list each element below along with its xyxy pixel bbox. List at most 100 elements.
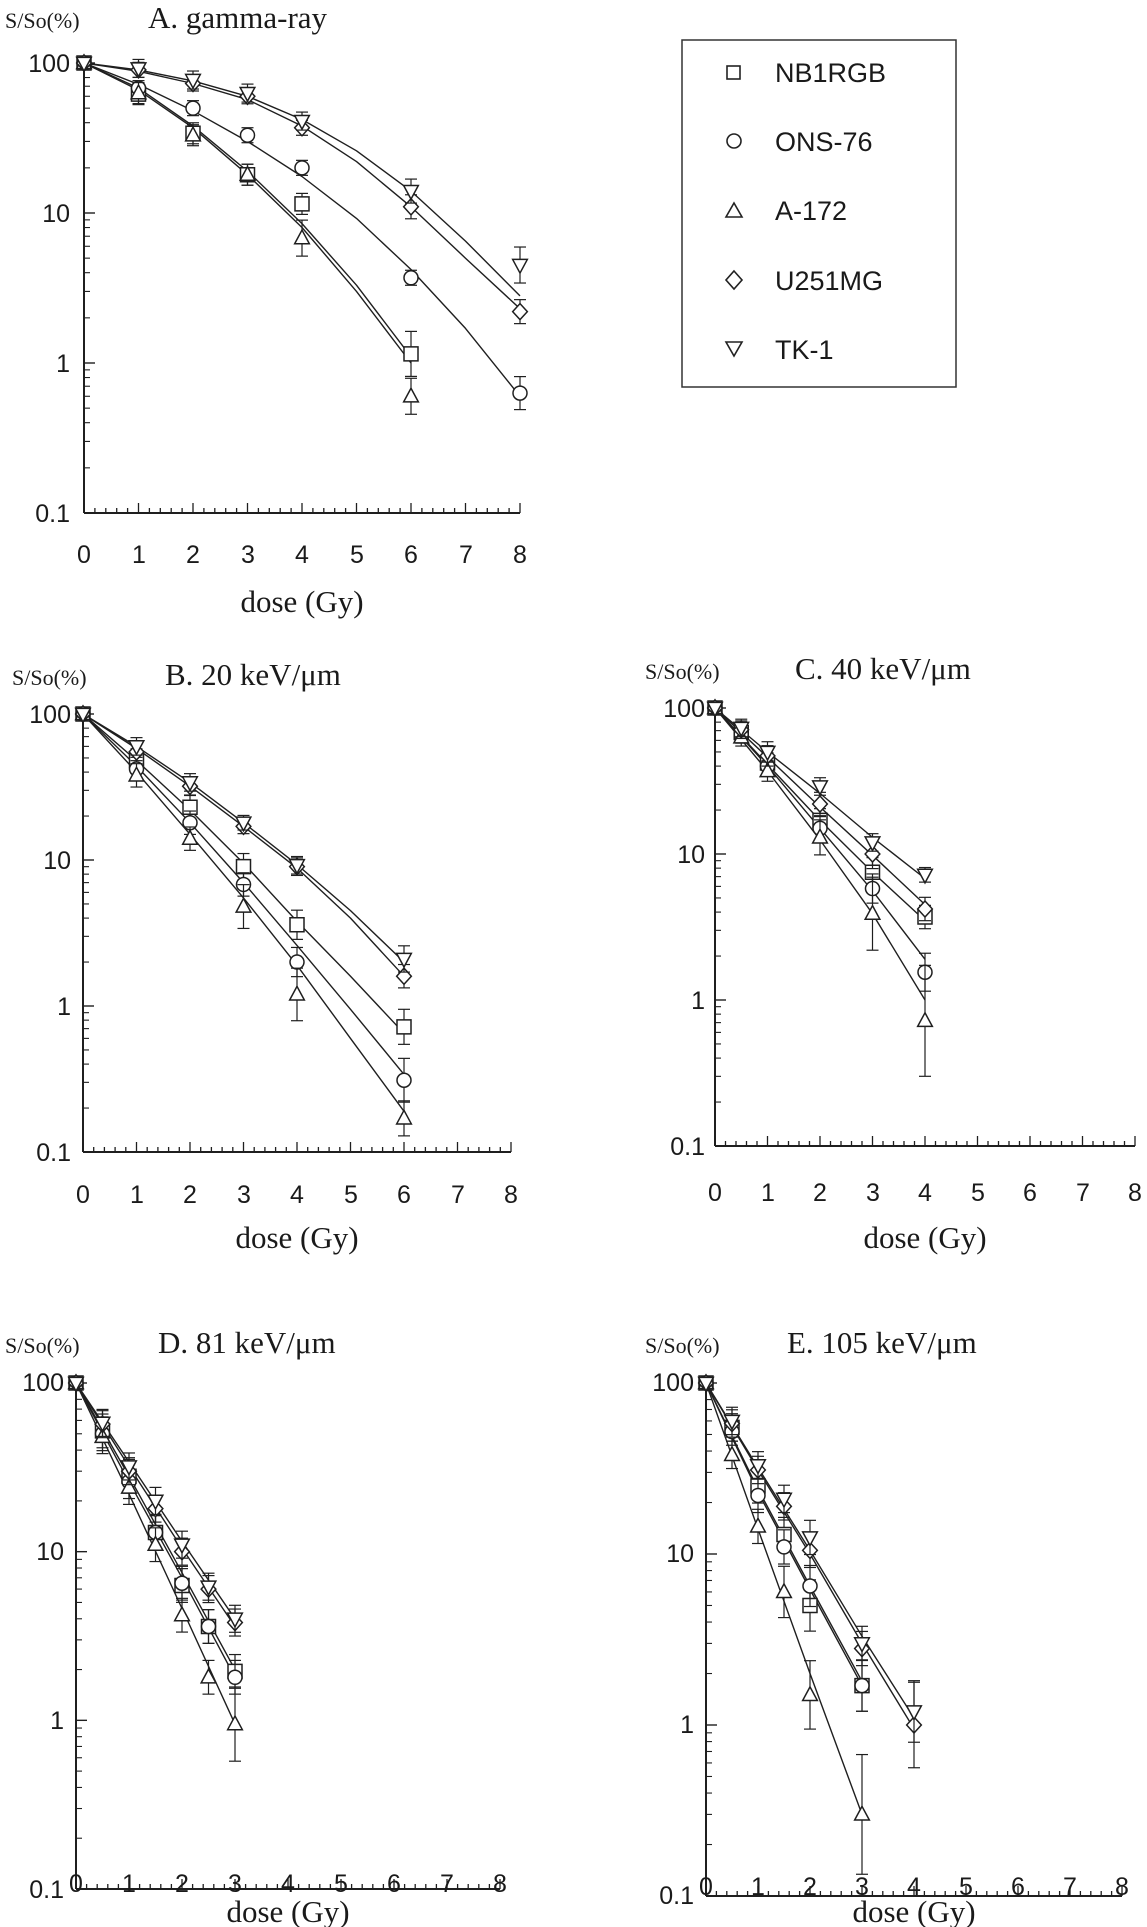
panel-a-point-tk-1	[75, 56, 93, 73]
panel-b-point-a-172	[234, 896, 253, 913]
panel-e-ytick-label: 100	[652, 1369, 694, 1397]
panel-a-point-ons-76	[294, 160, 310, 176]
panel-d-plot	[67, 1373, 501, 1890]
panel-e-xtick-label: 8	[1115, 1873, 1129, 1901]
panel-a-point-u251mg	[511, 302, 529, 321]
panel-c-point-a-172	[916, 1011, 934, 1028]
panel-e-point-a-172	[775, 1582, 793, 1599]
panel-c-xtick-label: 1	[761, 1179, 775, 1207]
panel-d-point-ons-76	[174, 1575, 190, 1591]
panel-d-point-tk-1	[199, 1580, 218, 1597]
panel-b-point-tk-1	[74, 707, 92, 724]
panel-d-xtick-label: 1	[122, 1870, 136, 1898]
panel-c-xtick-label: 7	[1076, 1179, 1090, 1207]
panel-e-point-ons-76	[750, 1487, 766, 1504]
panel-c-point-u251mg	[811, 794, 829, 814]
panel-b-xtick-label: 5	[344, 1181, 358, 1209]
panel-c-point-tk-1	[811, 780, 829, 797]
panel-d-ytick-label: 0.1	[29, 1876, 64, 1904]
panel-a-point-ons-76	[185, 100, 201, 116]
triangle-down-marker-icon	[724, 341, 744, 358]
panel-d-point-tk-1	[226, 1612, 244, 1629]
panel-a-point-a-172	[402, 386, 420, 403]
panel-d-xtick-label: 3	[228, 1870, 242, 1898]
legend-entry-tk-1: TK-1	[724, 335, 834, 365]
panel-c-point-tk-1	[916, 868, 934, 885]
panel-a-point-a-172	[238, 165, 257, 182]
panel-c-point-a-172	[863, 904, 882, 921]
panel-a: S/So(%) A. gamma-ray 100 10 1 0.1 0 1 2 …	[5, 0, 529, 619]
panel-b-xticks: 0 1 2 3 4 5 6 7 8	[76, 1181, 518, 1209]
panel-d-point-tk-1	[120, 1460, 138, 1477]
panel-b-point-nb1rgb	[289, 917, 305, 933]
panel-e-point-tk-1	[697, 1376, 715, 1393]
circle-marker-icon	[726, 133, 742, 149]
panel-a-point-a-172	[293, 228, 311, 245]
panel-b-xtick-label: 6	[397, 1181, 411, 1209]
legend-entry-nb1rgb: NB1RGB	[726, 58, 886, 88]
panel-d-ytick-label: 1	[50, 1707, 64, 1735]
panel-e-xtick-label: 4	[907, 1873, 921, 1901]
panel-c-title: C. 40 keV/μm	[795, 651, 971, 686]
panel-d-point-tk-1	[93, 1416, 112, 1433]
legend-entry-u251mg: U251MG	[724, 266, 883, 296]
legend-label: U251MG	[775, 266, 883, 296]
panel-b-ytick-label: 1	[57, 993, 71, 1021]
panel-b: S/So(%) B. 20 keV/μm 100 10 1 0.1 0 1 2 …	[12, 657, 518, 1255]
panel-a-ytick-label: 0.1	[35, 500, 70, 528]
panel-b-point-a-172	[181, 829, 199, 846]
panel-e-point-tk-1	[775, 1492, 793, 1509]
panel-e-xtick-label: 2	[803, 1873, 817, 1901]
legend-label: A-172	[775, 196, 847, 226]
legend-label: NB1RGB	[775, 58, 886, 88]
panel-b-point-nb1rgb	[396, 1019, 412, 1035]
panel-d-xticks: 0 1 2 3 4 5 6 7 8	[69, 1870, 507, 1898]
panel-b-xtick-label: 0	[76, 1181, 90, 1209]
panel-e-point-a-172	[749, 1516, 767, 1533]
legend: NB1RGB ONS-76 A-172 U251MG TK-1	[681, 39, 957, 388]
panel-b-xtick-label: 1	[130, 1181, 144, 1209]
panel-e-xtick-label: 7	[1063, 1873, 1077, 1901]
panel-c-point-tk-1	[863, 836, 882, 853]
panel-c-xtick-label: 4	[918, 1179, 932, 1207]
panel-a-ytick-label: 1	[56, 350, 70, 378]
panel-c-xtick-label: 6	[1023, 1179, 1037, 1207]
panel-a-xticks: 0 1 2 3 4 5 6 7 8	[77, 541, 527, 569]
panel-a-point-a-172	[184, 125, 202, 142]
panel-b-xtick-label: 8	[504, 1181, 518, 1209]
panel-b-point-tk-1	[234, 816, 253, 833]
panel-a-xtick-label: 3	[241, 541, 255, 569]
panel-a-point-ons-76	[239, 127, 256, 143]
panel-e-xtick-label: 5	[959, 1873, 973, 1901]
panel-b-ylabel: S/So(%)	[12, 665, 87, 690]
panel-d-xtick-label: 0	[69, 1870, 83, 1898]
panel-e-ytick-label: 0.1	[659, 1882, 694, 1910]
panel-e-ytick-label: 1	[680, 1711, 694, 1739]
panel-d-ytick-label: 100	[22, 1369, 64, 1397]
panel-c-xtick-label: 2	[813, 1179, 827, 1207]
panel-c: S/So(%) C. 40 keV/μm 100 10 1 0.1 0 1 2 …	[645, 651, 1142, 1255]
panel-d-point-a-172	[120, 1477, 138, 1494]
panel-c-xticks: 0 1 2 3 4 5 6 7 8	[708, 1179, 1142, 1207]
panel-c-xtick-label: 8	[1128, 1179, 1142, 1207]
panel-e-point-ons-76	[854, 1677, 870, 1694]
panel-c-ytick-label: 100	[663, 695, 705, 723]
panel-d-point-a-172	[146, 1535, 165, 1552]
panel-b-point-ons-76	[396, 1072, 412, 1089]
panel-e-xtick-label: 3	[855, 1873, 869, 1901]
panel-a-xtick-label: 0	[77, 541, 91, 569]
panel-b-point-a-172	[288, 984, 306, 1001]
panel-a-title: A. gamma-ray	[148, 0, 328, 35]
panel-d-xtick-label: 2	[175, 1870, 189, 1898]
panel-d-point-tk-1	[67, 1376, 85, 1393]
panel-e-point-a-172	[801, 1685, 819, 1702]
panel-a-xtick-label: 2	[186, 541, 200, 569]
panel-a-point-u251mg	[402, 197, 420, 216]
panel-a-xtick-label: 5	[350, 541, 364, 569]
panel-d-xtick-label: 7	[440, 1870, 454, 1898]
panel-a-yticks: 100 10 1 0.1	[28, 50, 70, 528]
panel-d-yticks: 100 10 1 0.1	[22, 1369, 64, 1904]
diamond-marker-icon	[724, 269, 744, 291]
panel-d-ylabel: S/So(%)	[5, 1333, 80, 1358]
panel-e-ytick-label: 10	[666, 1540, 694, 1568]
